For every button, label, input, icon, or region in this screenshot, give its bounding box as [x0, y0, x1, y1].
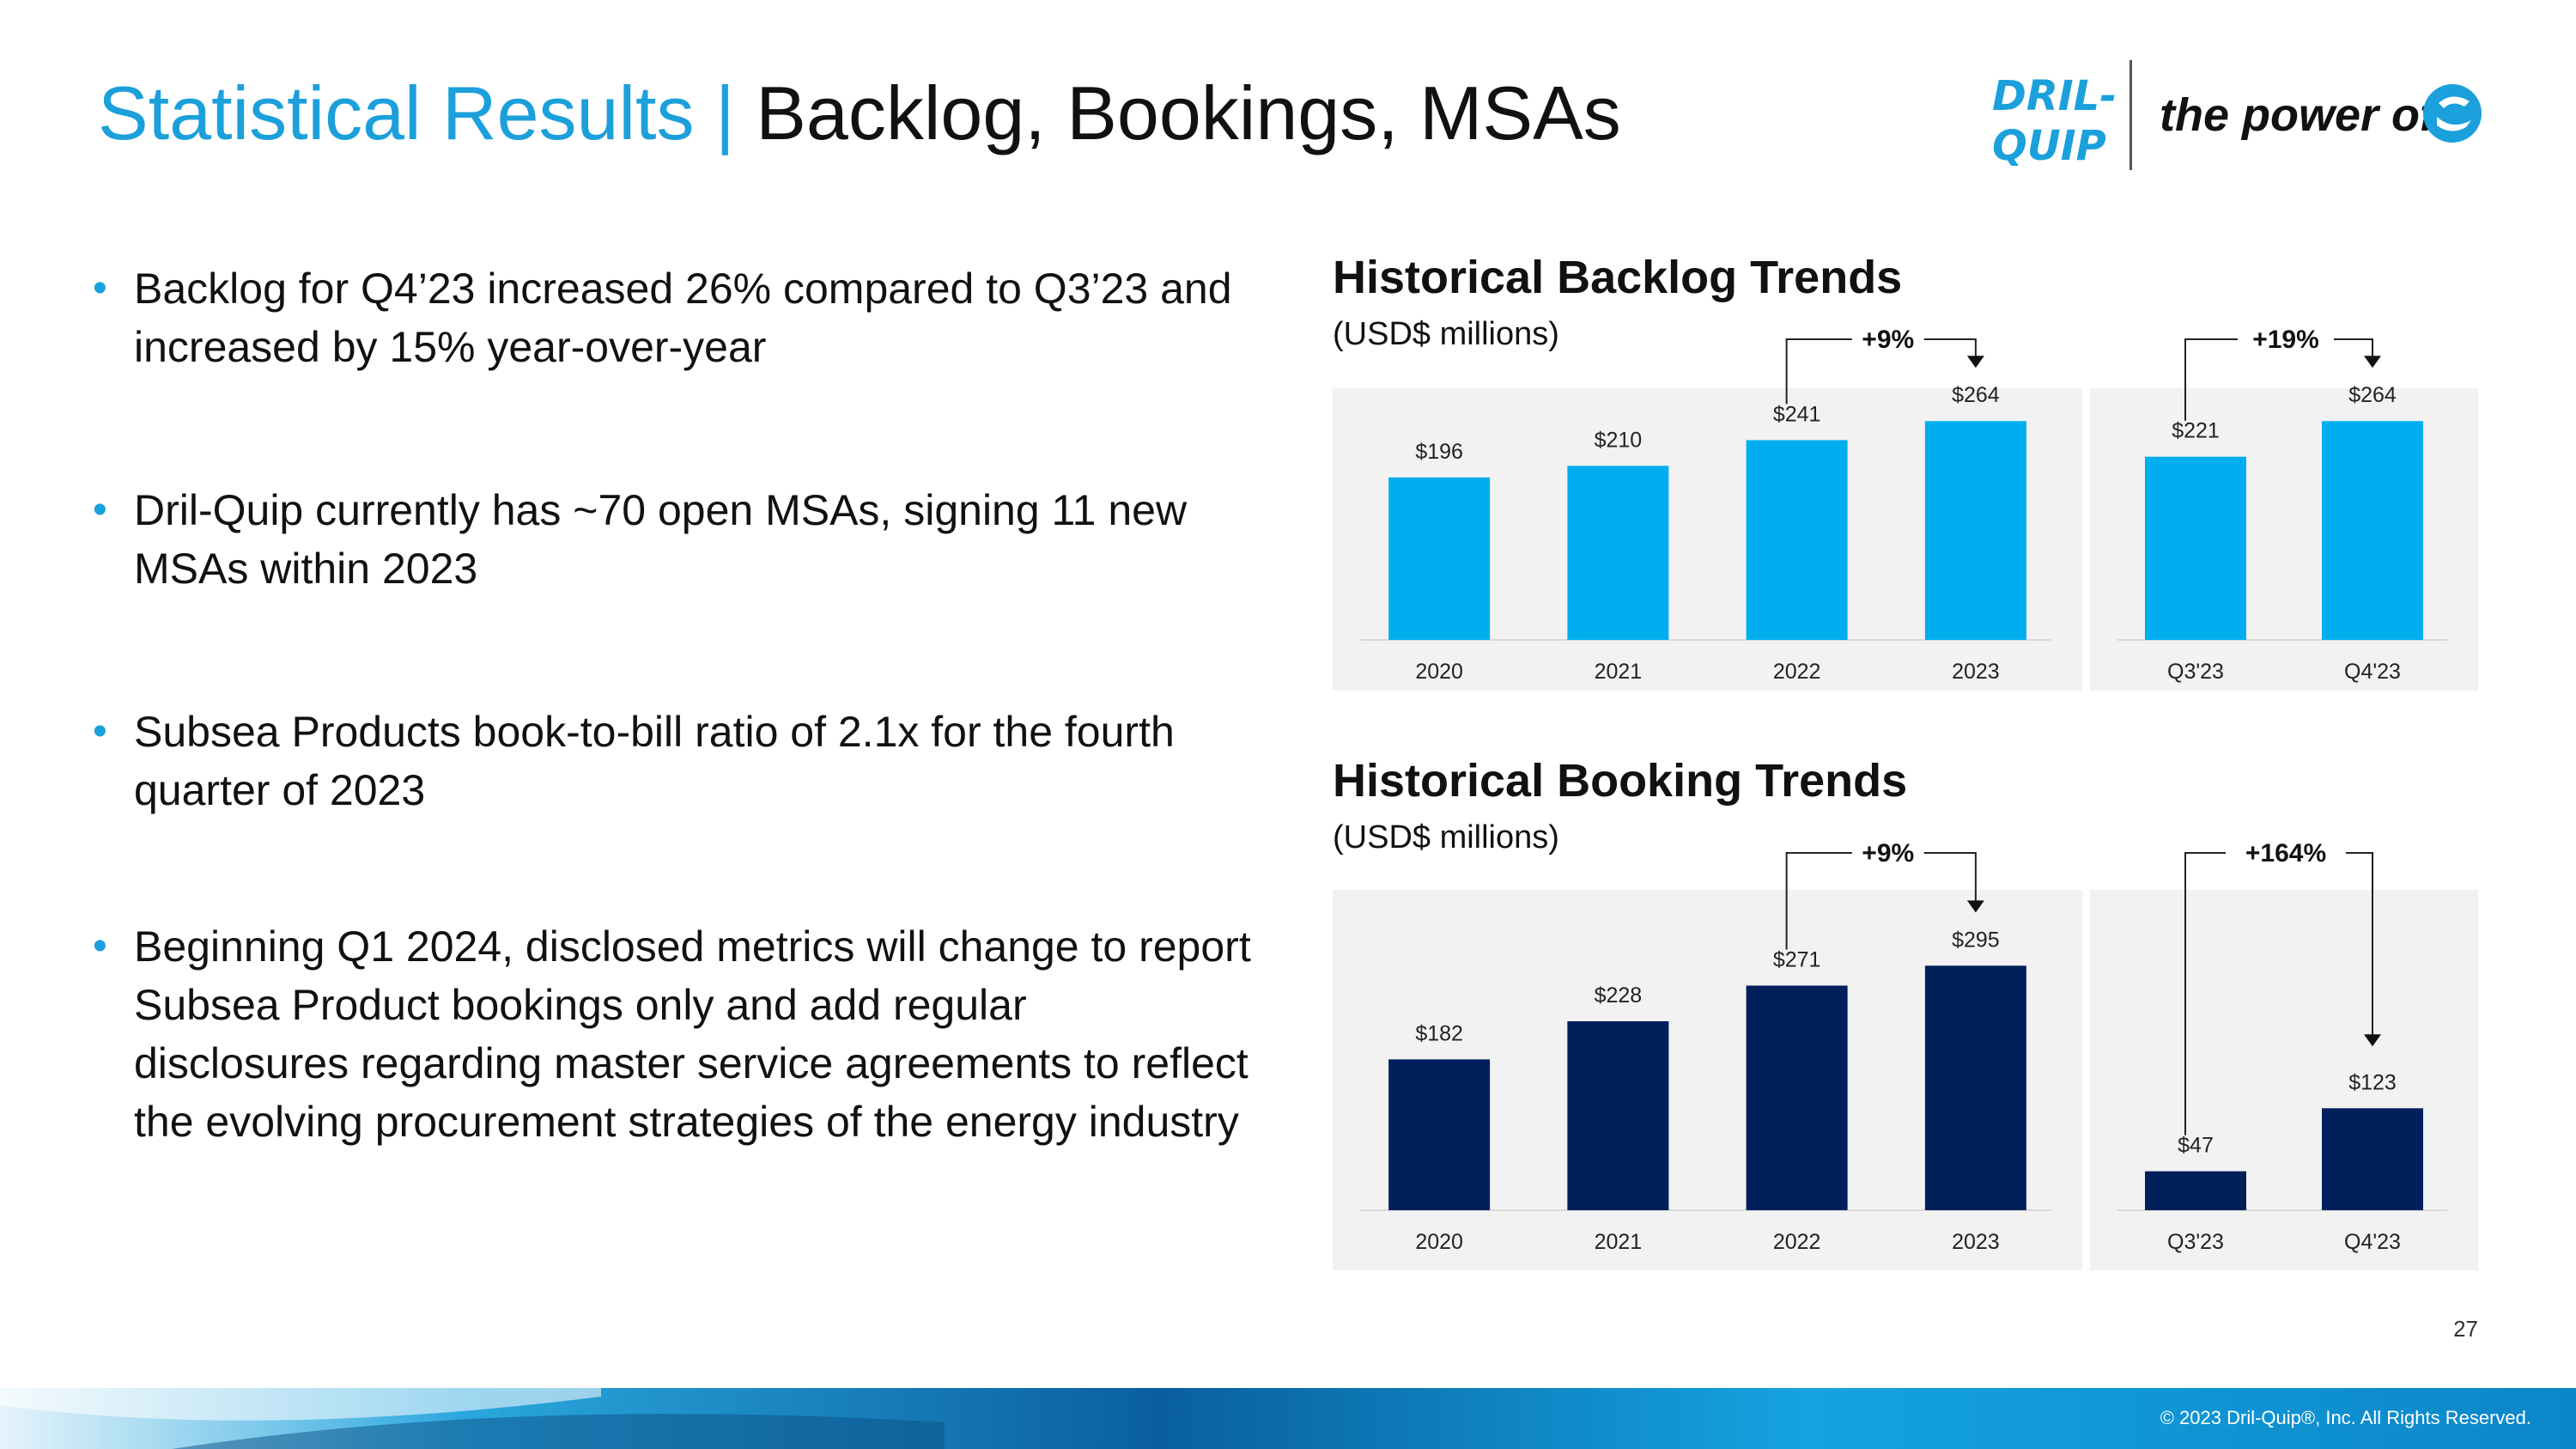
annotation-line [2184, 852, 2226, 1135]
logo-word-dril: DRIL- [1992, 72, 2117, 120]
tick-label: 2021 [1595, 660, 1643, 684]
growth-annotation: +19% [2252, 326, 2319, 354]
page-title: Statistical Results | Backlog, Bookings,… [98, 62, 1621, 165]
bar [1388, 477, 1491, 640]
bar [2145, 456, 2246, 640]
data-label: $295 [1952, 928, 2000, 952]
page-number: 27 [2453, 1316, 2478, 1342]
bar [1924, 421, 2026, 640]
tick-label: 2023 [1952, 1230, 2000, 1254]
copyright-notice: © 2023 Dril-Quip®, Inc. All Rights Reser… [2160, 1407, 2531, 1428]
annotation-line [1923, 338, 1977, 358]
data-label: $123 [2348, 1070, 2397, 1094]
bar [2145, 1171, 2246, 1210]
tick-label: 2020 [1415, 660, 1463, 684]
bullet-backlog: Backlog for Q4’23 increased 26% compared… [93, 259, 1252, 376]
annotation-line [2184, 338, 2238, 421]
backlog-chart-subtitle: (USD$ millions) [1333, 316, 1559, 352]
logo-tagline: the power of [2160, 89, 2439, 141]
tick-label: Q3'23 [2167, 1230, 2224, 1254]
data-label: $241 [1773, 402, 1821, 426]
data-label: $264 [2348, 383, 2397, 407]
data-label: $228 [1595, 983, 1643, 1008]
bullet-list: Backlog for Q4’23 increased 26% compared… [93, 259, 1252, 1256]
logo-word-quip: QUIP [1992, 122, 2106, 170]
bar [1924, 965, 2026, 1210]
annotation-line [1923, 852, 1977, 903]
bar [1746, 985, 1848, 1210]
title-separator: | [714, 70, 735, 155]
data-label: $221 [2172, 419, 2220, 443]
bar [1746, 440, 1848, 640]
chart-panel [2090, 890, 2478, 1270]
tick-label: Q3'23 [2167, 660, 2224, 684]
data-label: $264 [1952, 383, 2000, 407]
bar [1567, 1020, 1669, 1210]
growth-annotation: +164% [2245, 839, 2326, 868]
logo-emblem-icon [2423, 84, 2482, 143]
growth-annotation: +9% [1862, 326, 1914, 354]
bar [1388, 1059, 1491, 1210]
annotation-line [1785, 852, 1852, 950]
booking-chart-title: Historical Booking Trends [1333, 755, 1908, 807]
bullet-disclosure-change: Beginning Q1 2024, disclosed metrics wil… [93, 917, 1252, 1151]
title-topic: Backlog, Bookings, MSAs [756, 70, 1621, 155]
tick-label: 2022 [1773, 660, 1821, 684]
footer-wave-band [0, 1388, 2576, 1449]
annotation-line [2334, 338, 2373, 358]
data-label: $47 [2178, 1134, 2214, 1158]
backlog-chart-title: Historical Backlog Trends [1333, 252, 1903, 303]
bar [1567, 466, 1669, 640]
data-label: $210 [1595, 428, 1643, 452]
data-label: $271 [1773, 947, 1821, 971]
growth-annotation: +9% [1862, 839, 1914, 868]
annotation-arrow [2364, 356, 2381, 368]
tick-label: 2021 [1595, 1230, 1643, 1254]
annotation-arrow [2364, 1034, 2381, 1047]
bullet-book-to-bill: Subsea Products book-to-bill ratio of 2.… [93, 703, 1252, 819]
data-label: $182 [1415, 1021, 1463, 1045]
company-logo: DRIL- QUIP the power of [1992, 60, 2482, 170]
bar [2322, 421, 2423, 640]
tick-label: 2020 [1415, 1230, 1463, 1254]
tick-label: Q4'23 [2344, 1230, 2401, 1254]
annotation-arrow [1966, 356, 1984, 368]
annotation-arrow [1966, 900, 1984, 913]
bar [2322, 1108, 2423, 1210]
annotation-line [1785, 338, 1852, 405]
tick-label: 2023 [1952, 660, 2000, 684]
tick-label: 2022 [1773, 1230, 1821, 1254]
logo-divider [2129, 60, 2132, 170]
tick-label: Q4'23 [2344, 660, 2401, 684]
booking-chart-subtitle: (USD$ millions) [1333, 819, 1559, 855]
data-label: $196 [1415, 440, 1463, 464]
title-section: Statistical Results [98, 70, 695, 155]
annotation-line [2346, 852, 2373, 1037]
bullet-msas: Dril-Quip currently has ~70 open MSAs, s… [93, 481, 1252, 598]
